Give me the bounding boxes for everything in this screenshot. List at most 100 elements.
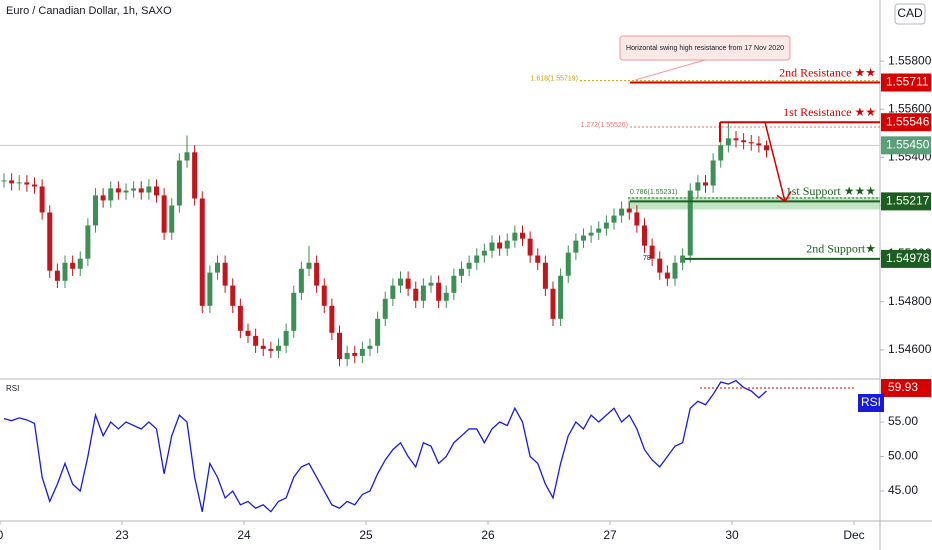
candle-body bbox=[649, 245, 655, 259]
level-badge-text: 1.54978 bbox=[886, 251, 930, 265]
candle-body bbox=[550, 288, 556, 319]
level-label: 2nd Resistance ★★ bbox=[779, 65, 876, 79]
candle-body bbox=[39, 186, 45, 213]
level-badge bbox=[881, 73, 931, 92]
candle-body bbox=[596, 228, 602, 233]
candle-body bbox=[466, 262, 472, 269]
candle-body bbox=[230, 285, 236, 306]
candle-body bbox=[9, 180, 15, 184]
candle-body bbox=[451, 275, 457, 293]
candle-body bbox=[100, 195, 106, 201]
candle-body bbox=[291, 292, 297, 331]
x-tick-label: 24 bbox=[237, 528, 251, 542]
candle-body bbox=[337, 332, 342, 359]
candle-body bbox=[420, 285, 426, 301]
candle-body bbox=[199, 198, 205, 306]
rsi-name-badge bbox=[858, 394, 884, 413]
candle-body bbox=[390, 285, 396, 299]
level-label: 2nd Support★ bbox=[806, 242, 876, 256]
candle-body bbox=[146, 186, 152, 193]
fib-label: 0.786(1.55231) bbox=[630, 189, 677, 196]
level-badge-text: 1.55711 bbox=[886, 75, 929, 89]
candle-body bbox=[733, 138, 739, 141]
x-tick-label: 25 bbox=[359, 528, 373, 542]
candle-body bbox=[283, 330, 289, 346]
y-tick-label: 1.55800 bbox=[888, 53, 932, 67]
candle-body bbox=[138, 188, 144, 193]
last-price-badge bbox=[881, 136, 931, 155]
annotation-text: Horizontal swing high resistance from 17… bbox=[626, 45, 784, 52]
candle-body bbox=[93, 195, 98, 226]
level-label: 1st Support ★★★ bbox=[786, 184, 876, 198]
candle-body bbox=[725, 138, 731, 146]
candle-body bbox=[367, 345, 373, 349]
level-badge bbox=[881, 113, 931, 132]
candle-body bbox=[626, 208, 632, 213]
fib-mark: 78 bbox=[643, 255, 651, 262]
candle-body bbox=[710, 160, 716, 186]
y-tick-label: 1.54800 bbox=[888, 294, 932, 308]
candle-body bbox=[161, 195, 167, 233]
candle-body bbox=[115, 188, 121, 193]
candle-body bbox=[603, 222, 609, 229]
level-badge bbox=[881, 249, 931, 268]
candle-body bbox=[611, 215, 617, 223]
candle-body bbox=[344, 352, 350, 359]
candle-body bbox=[62, 262, 68, 281]
candle-body bbox=[184, 152, 190, 161]
candle-body bbox=[382, 298, 388, 319]
candle-body bbox=[32, 184, 37, 187]
y-tick-label: 1.55600 bbox=[888, 101, 932, 115]
x-tick-label: 0 bbox=[0, 528, 4, 542]
candle-body bbox=[664, 272, 670, 279]
rsi-tick-label: 50.00 bbox=[888, 449, 918, 463]
candle-body bbox=[169, 205, 175, 233]
projection-arrow bbox=[764, 122, 792, 203]
candle-body bbox=[558, 275, 564, 319]
support-zone bbox=[628, 197, 880, 210]
candle-body bbox=[154, 186, 159, 196]
candle-body bbox=[16, 182, 22, 184]
candle-body bbox=[321, 285, 327, 306]
candle-body bbox=[1, 180, 7, 182]
candle-body bbox=[352, 352, 358, 356]
candle-body bbox=[54, 270, 60, 281]
candle-body bbox=[260, 345, 266, 349]
candle-body bbox=[268, 348, 274, 351]
candle-body bbox=[497, 242, 503, 249]
candle-body bbox=[672, 262, 678, 279]
rsi-line bbox=[3, 379, 767, 513]
currency: CAD bbox=[897, 6, 923, 20]
candle-body bbox=[764, 145, 769, 151]
candle-body bbox=[581, 235, 586, 241]
candle-body bbox=[481, 250, 487, 256]
candle-body bbox=[85, 225, 91, 259]
candle-body bbox=[680, 255, 686, 263]
candle-body bbox=[657, 258, 663, 273]
candle-body bbox=[237, 305, 243, 331]
candle-body bbox=[176, 160, 182, 206]
candle-body bbox=[77, 258, 83, 269]
candle-body bbox=[695, 182, 701, 191]
chart-title: Euro / Canadian Dollar, 1h, SAXO bbox=[6, 5, 172, 17]
candle-body bbox=[512, 232, 518, 241]
candle-body bbox=[276, 345, 281, 351]
x-tick-label: 23 bbox=[115, 528, 129, 542]
fib-label: 1.272(1.55526) bbox=[581, 122, 628, 129]
candle-body bbox=[108, 188, 114, 201]
x-tick-label: 30 bbox=[725, 528, 739, 542]
candle-body bbox=[489, 242, 495, 251]
rsi-name-badge-text: RSI bbox=[861, 395, 881, 409]
candle-body bbox=[527, 238, 533, 256]
candle-body bbox=[375, 318, 381, 346]
candle-body bbox=[748, 142, 754, 144]
x-tick-label: Dec bbox=[843, 528, 864, 542]
candle-body bbox=[436, 282, 442, 301]
level-label: 1st Resistance ★★ bbox=[783, 105, 876, 119]
candle-body bbox=[565, 252, 571, 276]
candle-body bbox=[222, 262, 228, 286]
candle-body bbox=[718, 145, 724, 161]
rsi-last-text: 59.93 bbox=[888, 380, 918, 394]
candle-body bbox=[642, 225, 647, 246]
